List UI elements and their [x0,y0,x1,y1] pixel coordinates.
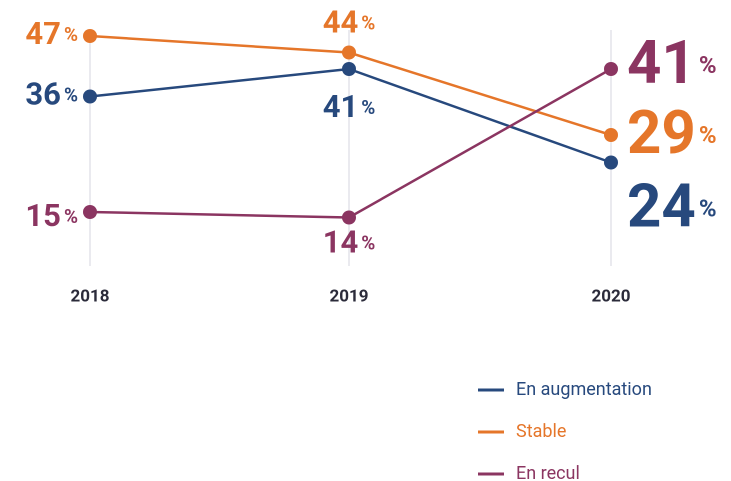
value-unit: % [361,232,375,255]
value-number: 14 [323,224,359,261]
x-tick-label: 2020 [591,286,630,306]
point [83,89,97,104]
value-number: 47 [25,15,61,52]
value-label: 47% [25,15,78,52]
value-unit: % [699,51,717,79]
point [342,45,356,60]
value-unit: % [699,121,717,149]
value-label: 15% [25,197,78,234]
point [604,62,618,76]
point [83,29,97,43]
legend-label: En recul [516,463,580,481]
value-number: 41 [323,88,359,125]
x-tick-label: 2018 [70,286,109,306]
value-number: 24 [627,170,696,241]
value-number: 44 [323,4,359,41]
legend-label: Stable [516,421,566,442]
value-label: 41% [323,88,376,125]
value-label: 44% [323,4,376,41]
point [604,128,618,142]
legend-label: En augmentation [516,379,652,400]
value-number: 29 [627,97,696,168]
point [604,155,618,170]
value-unit: % [361,12,375,35]
value-unit: % [361,96,375,119]
value-unit: % [699,195,717,223]
value-label: 24% [627,170,717,241]
value-label: 36% [25,76,78,113]
value-label: 14% [323,224,376,261]
point [342,210,356,225]
value-unit: % [64,84,78,107]
x-tick-label: 2019 [329,286,368,306]
value-number: 36 [25,76,61,113]
point [342,62,356,76]
value-label: 41% [627,27,717,98]
value-label: 29% [627,97,717,168]
value-number: 15 [25,197,61,234]
value-unit: % [64,205,78,228]
value-unit: % [64,23,78,46]
value-number: 41 [627,27,696,98]
point [83,205,97,219]
